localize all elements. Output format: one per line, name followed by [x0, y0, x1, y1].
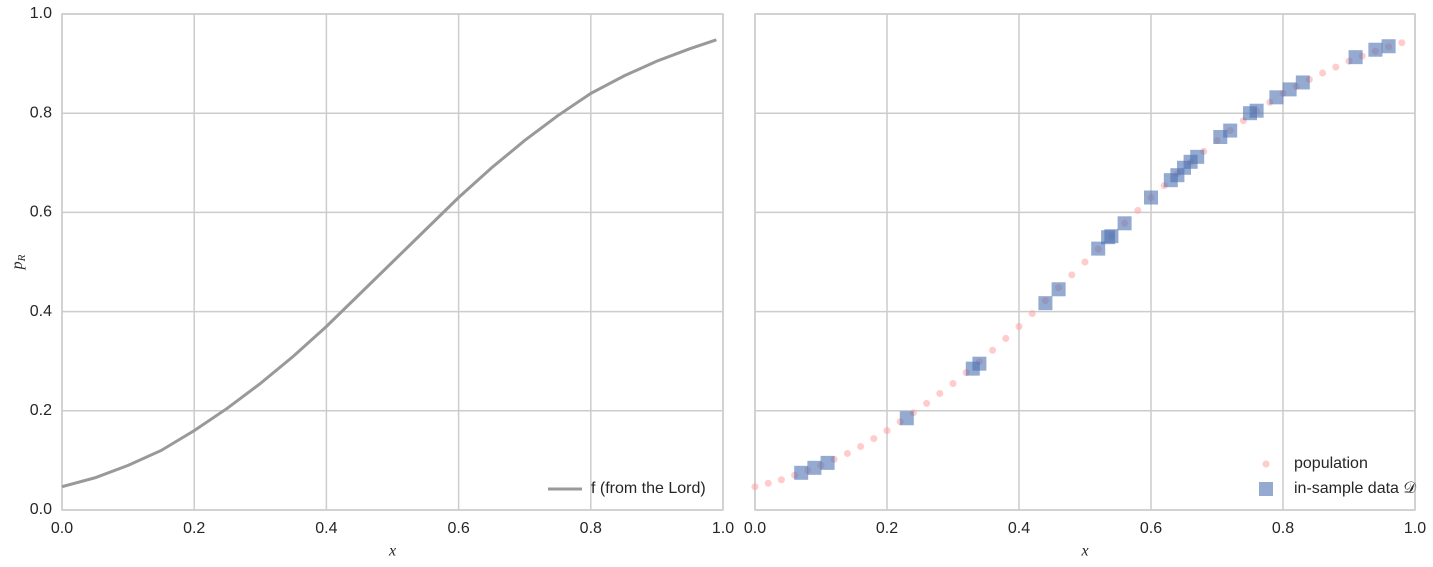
x-tick-label: 0.0	[51, 520, 73, 537]
legend-swatch	[1262, 460, 1270, 468]
x-tick-label: 0.4	[1008, 520, 1030, 537]
dot-marker	[777, 476, 785, 484]
x-tick-label: 1.0	[712, 520, 734, 537]
x-tick-label: 0.6	[447, 520, 469, 537]
square-marker	[1038, 296, 1053, 311]
dot-marker	[1068, 271, 1076, 279]
dot-marker	[857, 443, 865, 451]
line-series	[61, 38, 717, 489]
legend: f (from the Lord)	[548, 480, 706, 497]
y-tick-label: 0.0	[30, 501, 52, 518]
legend-label: population	[1294, 455, 1368, 472]
subplot: 0.0 0.2 0.4 0.6 0.8 1.0 x population in-sample d…	[744, 13, 1426, 560]
dot-marker	[1081, 258, 1089, 266]
y-tick-label: 0.6	[30, 204, 52, 221]
x-axis-label: x	[388, 543, 396, 560]
x-tick-label: 0.0	[744, 520, 766, 537]
dot-marker	[1015, 322, 1023, 330]
dot-marker	[883, 427, 891, 435]
x-tick-label: 0.2	[876, 520, 898, 537]
dot-marker	[1398, 39, 1406, 47]
dot-marker	[936, 389, 944, 397]
dot-marker	[1319, 69, 1327, 77]
square-marker	[1249, 103, 1264, 118]
square-marker	[972, 356, 987, 371]
dot-marker	[1332, 63, 1340, 71]
square-marker	[1295, 75, 1310, 90]
y-label-main: p	[9, 261, 26, 270]
square-marker	[794, 465, 809, 480]
legend: population in-sample data 𝒟	[1259, 455, 1416, 497]
dot-marker	[751, 483, 759, 491]
scatter-series	[794, 39, 1396, 480]
square-marker	[1223, 123, 1238, 138]
y-tick-label: 0.4	[30, 303, 52, 320]
square-marker	[1144, 190, 1158, 205]
y-tick-label: 1.0	[30, 5, 52, 22]
square-marker	[1368, 42, 1383, 57]
square-marker	[1117, 216, 1132, 231]
square-marker	[1269, 90, 1284, 105]
square-marker	[1190, 149, 1205, 164]
x-tick-label: 1.0	[1404, 520, 1426, 537]
scatter-series	[751, 39, 1406, 491]
square-marker	[1381, 39, 1396, 54]
dot-marker	[1134, 206, 1142, 214]
x-tick-label: 0.8	[1272, 520, 1294, 537]
x-axis-label: x	[1080, 543, 1088, 560]
y-tick-label: 0.8	[30, 104, 52, 121]
x-tick-label: 0.8	[580, 520, 602, 537]
square-marker	[1051, 282, 1066, 297]
subplot: 0.0 0.2 0.4 0.6 0.8 1.00.00.20.40.60.81.0xpRf…	[9, 5, 735, 559]
y-axis-label: pR	[9, 254, 28, 270]
legend-swatch	[1259, 482, 1273, 496]
y-label-subscript: R	[16, 254, 28, 262]
square-marker	[899, 411, 914, 426]
x-tick-label: 0.4	[315, 520, 337, 537]
dot-marker	[764, 479, 772, 487]
axes-frame	[61, 13, 724, 511]
x-tick-label: 0.2	[183, 520, 205, 537]
y-tick-label: 0.2	[30, 402, 52, 419]
square-marker	[1104, 229, 1119, 244]
dot-marker	[949, 380, 957, 388]
dot-marker	[1028, 310, 1036, 318]
x-tick-label: 0.6	[1140, 520, 1162, 537]
legend-label: in-sample data 𝒟	[1294, 480, 1416, 497]
legend-label: f (from the Lord)	[591, 480, 706, 497]
dot-marker	[870, 435, 878, 443]
dot-marker	[923, 399, 931, 407]
square-marker	[1091, 241, 1106, 256]
square-marker	[1282, 82, 1297, 97]
dot-marker	[1002, 334, 1010, 342]
dot-marker	[989, 346, 997, 354]
dot-marker	[843, 449, 851, 457]
square-marker	[807, 460, 822, 475]
square-marker	[1348, 50, 1363, 65]
axes-frame	[754, 13, 1416, 511]
square-marker	[820, 455, 835, 470]
